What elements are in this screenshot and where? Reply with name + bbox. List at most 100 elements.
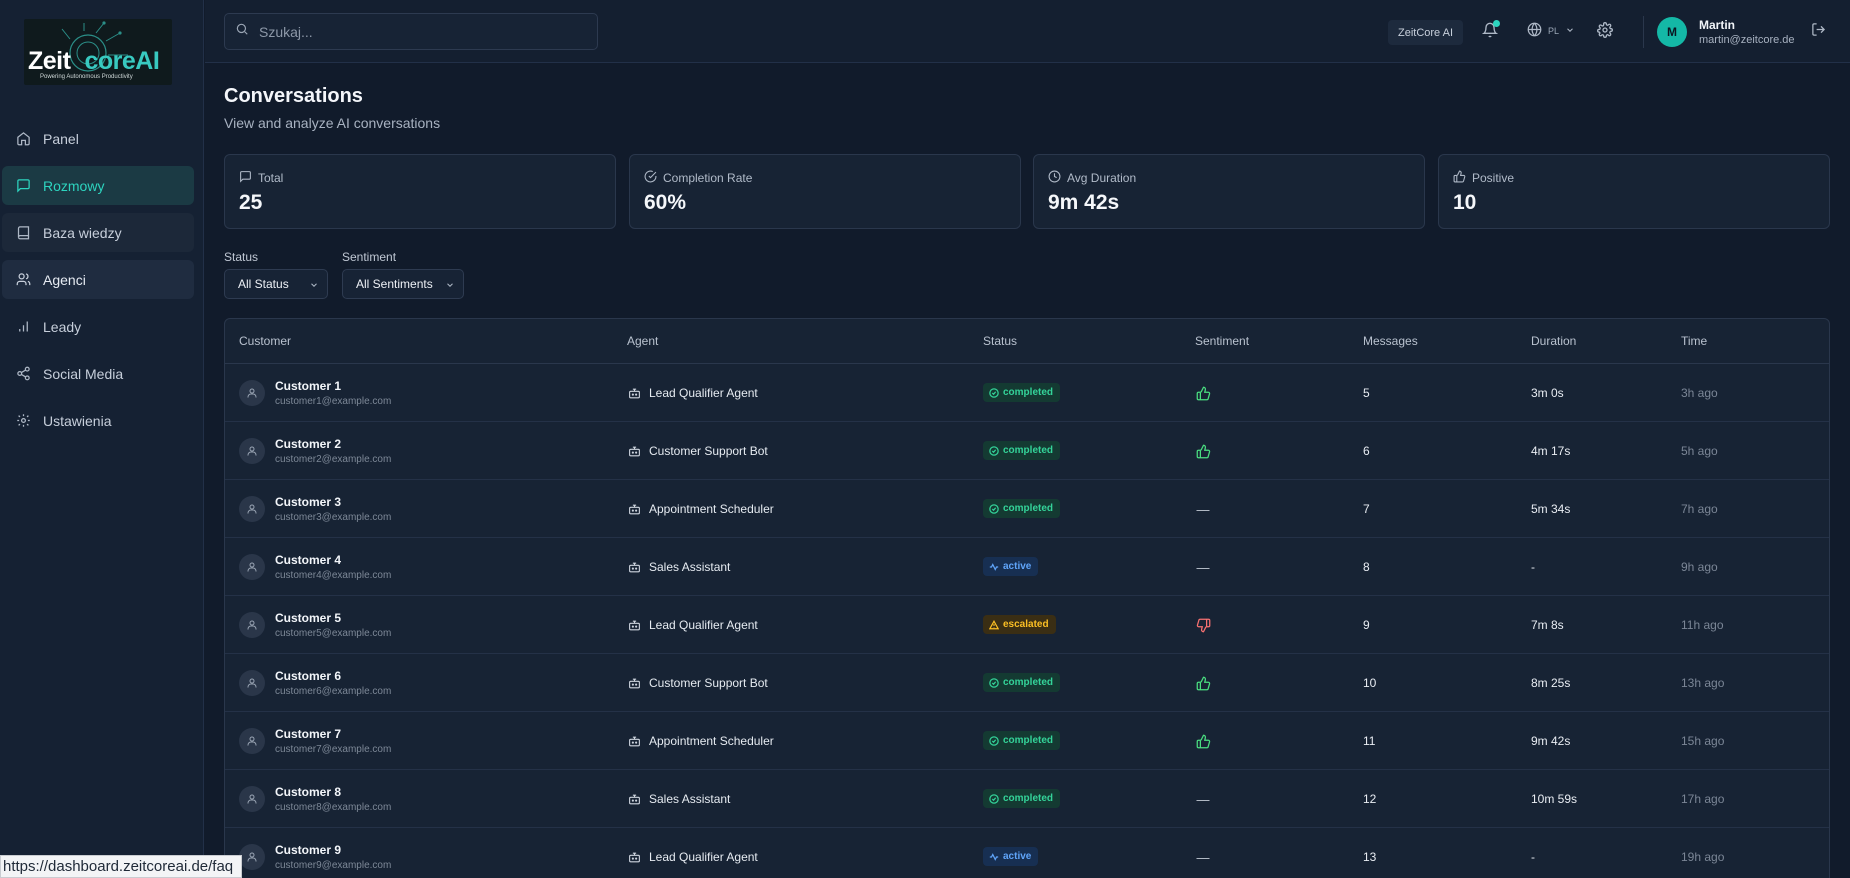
clock-icon xyxy=(1048,170,1061,186)
customer-avatar xyxy=(239,786,265,812)
neutral-dash-icon: — xyxy=(1196,559,1210,575)
settings-button[interactable] xyxy=(1595,21,1615,42)
bot-icon xyxy=(628,851,641,864)
bot-icon xyxy=(628,561,641,574)
status-text: completed xyxy=(1003,445,1054,456)
column-header-customer[interactable]: Customer xyxy=(239,334,292,348)
bot-icon xyxy=(628,793,641,806)
neutral-dash-icon: — xyxy=(1196,791,1210,807)
column-header-status[interactable]: Status xyxy=(983,334,1018,348)
top-header: ZeitCore AI PL M Martin martin@zeitcore.… xyxy=(205,0,1850,63)
table-row[interactable]: Customer 3 customer3@example.com Appointme… xyxy=(225,480,1829,538)
sidebar-item-label: Panel xyxy=(43,130,79,147)
column-header-messages[interactable]: Messages xyxy=(1363,334,1418,348)
messages-count: 6 xyxy=(1363,444,1370,458)
customer-email: customer9@example.com xyxy=(275,860,392,871)
status-badge: completed xyxy=(983,731,1061,750)
table-row[interactable]: Customer 7 customer7@example.com Appointme… xyxy=(225,712,1829,770)
sidebar-item-social-media[interactable]: Social Media xyxy=(2,354,194,393)
sidebar-nav: Panel Rozmowy Baza wiedzy Agenci Leady S… xyxy=(0,119,204,448)
user-avatar[interactable]: M xyxy=(1657,17,1687,47)
status-text: active xyxy=(1003,561,1032,572)
share-icon xyxy=(15,366,31,382)
column-header-time[interactable]: Time xyxy=(1681,334,1708,348)
table-row[interactable]: Customer 9 customer9@example.com Lead Qual… xyxy=(225,828,1829,878)
table-row[interactable]: Customer 6 customer6@example.com Customer … xyxy=(225,654,1829,712)
thumbs-up-icon xyxy=(1453,170,1466,186)
table-row[interactable]: Customer 5 customer5@example.com Lead Qual… xyxy=(225,596,1829,654)
duration: 10m 59s xyxy=(1531,792,1578,806)
logo-circuit-graphic xyxy=(61,21,128,72)
status-filter-select[interactable]: All Status xyxy=(224,269,328,299)
search-box[interactable] xyxy=(224,13,598,50)
sidebar-item-ustawienia[interactable]: Ustawienia xyxy=(2,401,194,440)
time-ago: 17h ago xyxy=(1681,792,1725,806)
stat-card-completion-rate: Completion Rate 60% xyxy=(629,154,1021,229)
sidebar-item-leady[interactable]: Leady xyxy=(2,307,194,346)
stat-card-positive: Positive 10 xyxy=(1438,154,1830,229)
chevron-down-icon xyxy=(1565,25,1575,37)
messages-count: 7 xyxy=(1363,502,1370,516)
book-icon xyxy=(15,225,31,241)
sentiment-filter-select[interactable]: All Sentiments xyxy=(342,269,464,299)
customer-email: customer6@example.com xyxy=(275,686,392,697)
customer-avatar xyxy=(239,728,265,754)
agent-name: Sales Assistant xyxy=(649,560,731,574)
sidebar-item-panel[interactable]: Panel xyxy=(2,119,194,158)
thumbs-up-icon xyxy=(1195,733,1211,749)
customer-avatar xyxy=(239,438,265,464)
zeitcore-logo[interactable]: Zeit coreAI Powering Autonomous Productiv… xyxy=(24,19,172,85)
customer-name: Customer 8 xyxy=(275,785,342,799)
gear-icon xyxy=(15,413,31,429)
column-header-agent[interactable]: Agent xyxy=(627,334,659,348)
message-icon xyxy=(15,178,31,194)
user-icon xyxy=(246,503,258,515)
customer-email: customer7@example.com xyxy=(275,744,392,755)
table-row[interactable]: Customer 4 customer4@example.com Sales Ass… xyxy=(225,538,1829,596)
logout-button[interactable] xyxy=(1808,22,1828,42)
status-text: completed xyxy=(1003,677,1054,688)
table-row[interactable]: Customer 2 customer2@example.com Customer … xyxy=(225,422,1829,480)
sidebar-item-rozmowy[interactable]: Rozmowy xyxy=(2,166,194,205)
column-header-sentiment[interactable]: Sentiment xyxy=(1195,334,1250,348)
table-header: Customer Agent Status Sentiment Messages… xyxy=(225,319,1829,364)
chevron-down-icon xyxy=(445,279,455,293)
status-text: active xyxy=(1003,851,1032,862)
status-active-icon xyxy=(989,852,999,862)
status-text: escalated xyxy=(1003,619,1049,630)
sidebar-item-label: Leady xyxy=(43,318,82,335)
customer-email: customer3@example.com xyxy=(275,512,392,523)
notifications-button[interactable] xyxy=(1480,20,1500,42)
conversations-table: Customer Agent Status Sentiment Messages… xyxy=(224,318,1830,878)
sidebar-item-label: Baza wiedzy xyxy=(43,224,122,241)
status-completed-icon xyxy=(989,735,999,746)
bot-icon xyxy=(628,735,641,748)
time-ago: 5h ago xyxy=(1681,444,1718,458)
status-completed-icon xyxy=(989,503,999,514)
user-icon xyxy=(246,619,258,631)
customer-email: customer2@example.com xyxy=(275,454,392,465)
organization-badge[interactable]: ZeitCore AI xyxy=(1388,20,1464,45)
customer-avatar xyxy=(239,670,265,696)
language-selector[interactable]: PL xyxy=(1527,22,1575,39)
status-text: completed xyxy=(1003,503,1054,514)
duration: - xyxy=(1531,850,1535,864)
sidebar-item-agenci[interactable]: Agenci xyxy=(2,260,194,299)
agent-cell: Customer Support Bot xyxy=(628,676,768,690)
sidebar-item-baza-wiedzy[interactable]: Baza wiedzy xyxy=(2,213,194,252)
duration: 9m 42s xyxy=(1531,734,1571,748)
thumbs-up-icon xyxy=(1195,675,1211,691)
customer-name: Customer 4 xyxy=(275,553,342,567)
customer-avatar xyxy=(239,844,265,870)
table-row[interactable]: Customer 8 customer8@example.com Sales Ass… xyxy=(225,770,1829,828)
search-input[interactable] xyxy=(259,23,579,40)
message-icon xyxy=(239,170,252,186)
status-badge: completed xyxy=(983,673,1061,692)
column-header-duration[interactable]: Duration xyxy=(1531,334,1577,348)
status-badge: completed xyxy=(983,441,1061,460)
table-row[interactable]: Customer 1 customer1@example.com Lead Qual… xyxy=(225,364,1829,422)
messages-count: 11 xyxy=(1363,734,1376,748)
duration: 8m 25s xyxy=(1531,676,1571,690)
agent-name: Customer Support Bot xyxy=(649,444,768,458)
messages-count: 9 xyxy=(1363,618,1370,632)
